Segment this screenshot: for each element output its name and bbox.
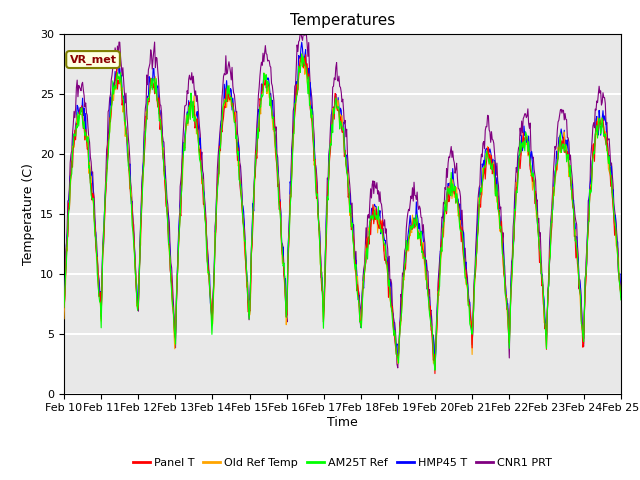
Y-axis label: Temperature (C): Temperature (C) bbox=[22, 163, 35, 264]
Title: Temperatures: Temperatures bbox=[290, 13, 395, 28]
Legend: Panel T, Old Ref Temp, AM25T Ref, HMP45 T, CNR1 PRT: Panel T, Old Ref Temp, AM25T Ref, HMP45 … bbox=[129, 453, 556, 472]
Text: VR_met: VR_met bbox=[70, 54, 116, 65]
X-axis label: Time: Time bbox=[327, 416, 358, 429]
